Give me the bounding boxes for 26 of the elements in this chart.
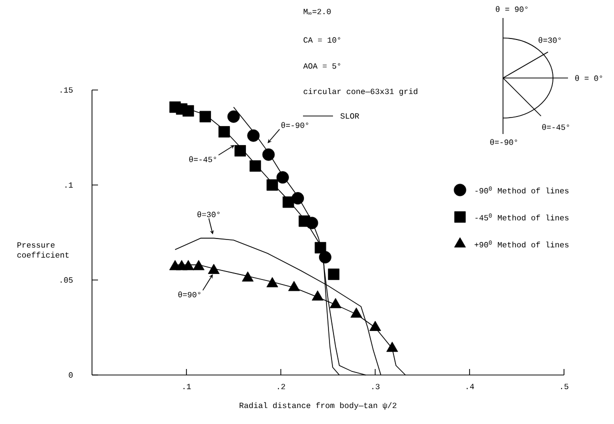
point bbox=[276, 171, 289, 184]
point bbox=[298, 215, 310, 227]
point bbox=[282, 196, 294, 208]
point bbox=[250, 160, 262, 172]
point bbox=[314, 242, 326, 254]
point bbox=[182, 105, 194, 117]
point bbox=[266, 179, 278, 191]
point bbox=[350, 308, 362, 318]
point bbox=[227, 110, 240, 123]
point bbox=[208, 264, 220, 274]
point bbox=[369, 320, 382, 331]
point bbox=[247, 129, 260, 142]
point bbox=[288, 280, 300, 292]
point bbox=[262, 148, 275, 161]
point bbox=[386, 342, 398, 352]
point bbox=[192, 260, 204, 270]
point bbox=[330, 298, 342, 308]
point bbox=[312, 290, 324, 301]
point bbox=[292, 192, 304, 204]
point bbox=[266, 277, 278, 288]
point bbox=[200, 110, 211, 122]
point bbox=[328, 268, 340, 280]
point bbox=[234, 145, 246, 156]
point bbox=[218, 126, 230, 138]
point bbox=[242, 271, 254, 282]
point bbox=[182, 260, 194, 270]
